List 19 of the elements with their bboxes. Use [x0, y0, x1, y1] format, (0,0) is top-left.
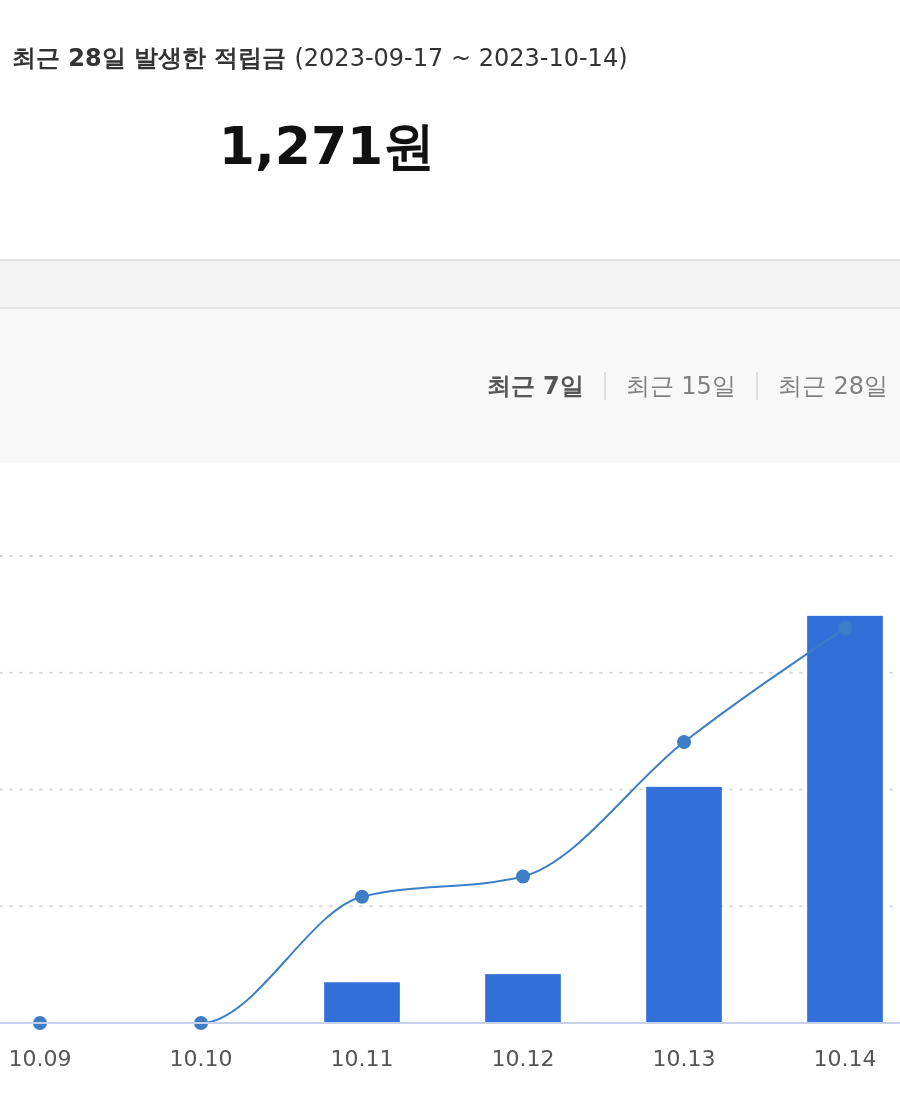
- bar: [807, 615, 883, 1023]
- x-tick-label: 10.12: [491, 1046, 555, 1071]
- text: 최근 15일: [625, 371, 736, 402]
- bar: [646, 786, 722, 1023]
- point: [516, 869, 530, 884]
- text: 최근 28일: [777, 371, 888, 402]
- point: [677, 735, 691, 750]
- point: [355, 889, 369, 904]
- text: 1,271원: [218, 115, 436, 178]
- x-tick-label: 10.09: [8, 1046, 72, 1071]
- x-tick-label: 10.13: [652, 1046, 716, 1071]
- x-tick-label: 10.11: [330, 1046, 394, 1071]
- x-tick-label: 10.10: [169, 1046, 233, 1071]
- bar: [324, 982, 400, 1023]
- text: 최근 7일: [486, 371, 584, 402]
- chart-title: 최근 28일 발생한 적립금: [12, 44, 287, 72]
- chart-subtitle: (2023-09-17 ~ 2023-10-14): [294, 44, 628, 72]
- x-tick-label: 10.14: [813, 1046, 877, 1071]
- bar: [485, 974, 561, 1023]
